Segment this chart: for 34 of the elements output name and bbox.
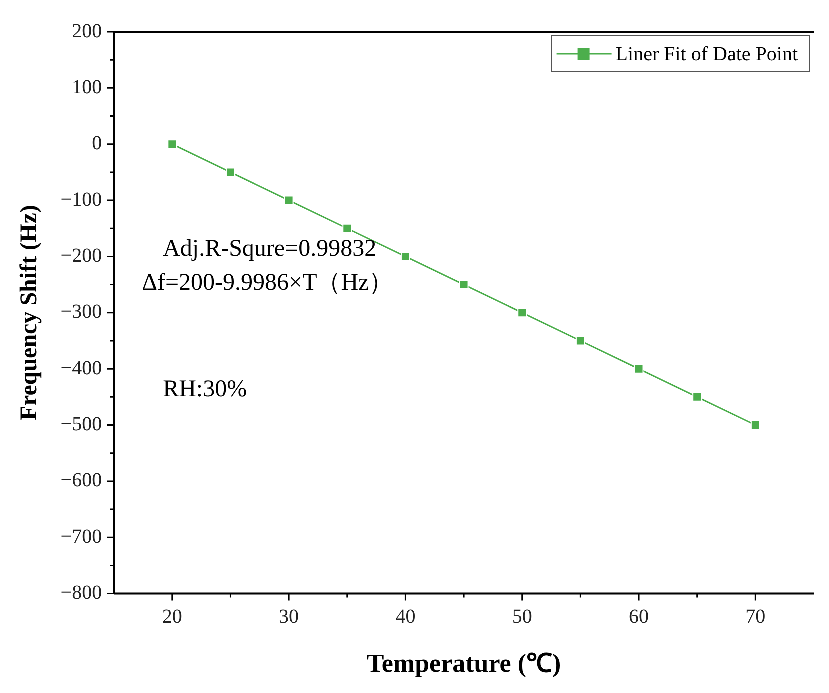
y-tick-label: −300 xyxy=(60,301,102,324)
y-tick-label: −100 xyxy=(60,188,102,211)
y-tick-label: −800 xyxy=(60,582,102,604)
y-tick-label: 100 xyxy=(72,76,102,98)
y-tick-label: −700 xyxy=(60,526,102,548)
point xyxy=(576,336,586,346)
legend-label: Liner Fit of Date Point xyxy=(616,43,798,66)
x-axis-title: Temperature (℃) xyxy=(366,649,562,678)
point xyxy=(518,308,528,318)
annotation: RH:30% xyxy=(163,376,248,403)
point xyxy=(692,392,702,402)
y-tick-label: 0 xyxy=(92,132,102,155)
annotation: Δf=200-9.9986×T（Hz） xyxy=(142,270,394,296)
x-tick-label: 70 xyxy=(746,606,766,628)
y-tick-label: −600 xyxy=(60,470,102,492)
annotation: Adj.R-Squre=0.99832 xyxy=(163,236,377,262)
point xyxy=(634,364,644,374)
x-tick-label: 40 xyxy=(396,606,416,628)
x-tick-label: 60 xyxy=(629,606,650,628)
x-tick-label: 30 xyxy=(279,606,300,628)
y-tick-label: −500 xyxy=(60,414,102,436)
point xyxy=(284,196,294,206)
point xyxy=(168,140,178,150)
y-tick-label: −400 xyxy=(60,357,102,380)
point xyxy=(342,224,352,234)
point xyxy=(400,252,410,262)
y-tick-label: 200 xyxy=(72,20,102,42)
y-axis-title: Frequency Shift (Hz) xyxy=(16,205,43,421)
x-tick-label: 50 xyxy=(512,606,532,628)
point xyxy=(226,168,236,178)
x-tick-label: 20 xyxy=(162,606,182,628)
y-tick-label: −200 xyxy=(60,244,102,267)
point xyxy=(459,280,469,290)
point xyxy=(750,420,760,430)
